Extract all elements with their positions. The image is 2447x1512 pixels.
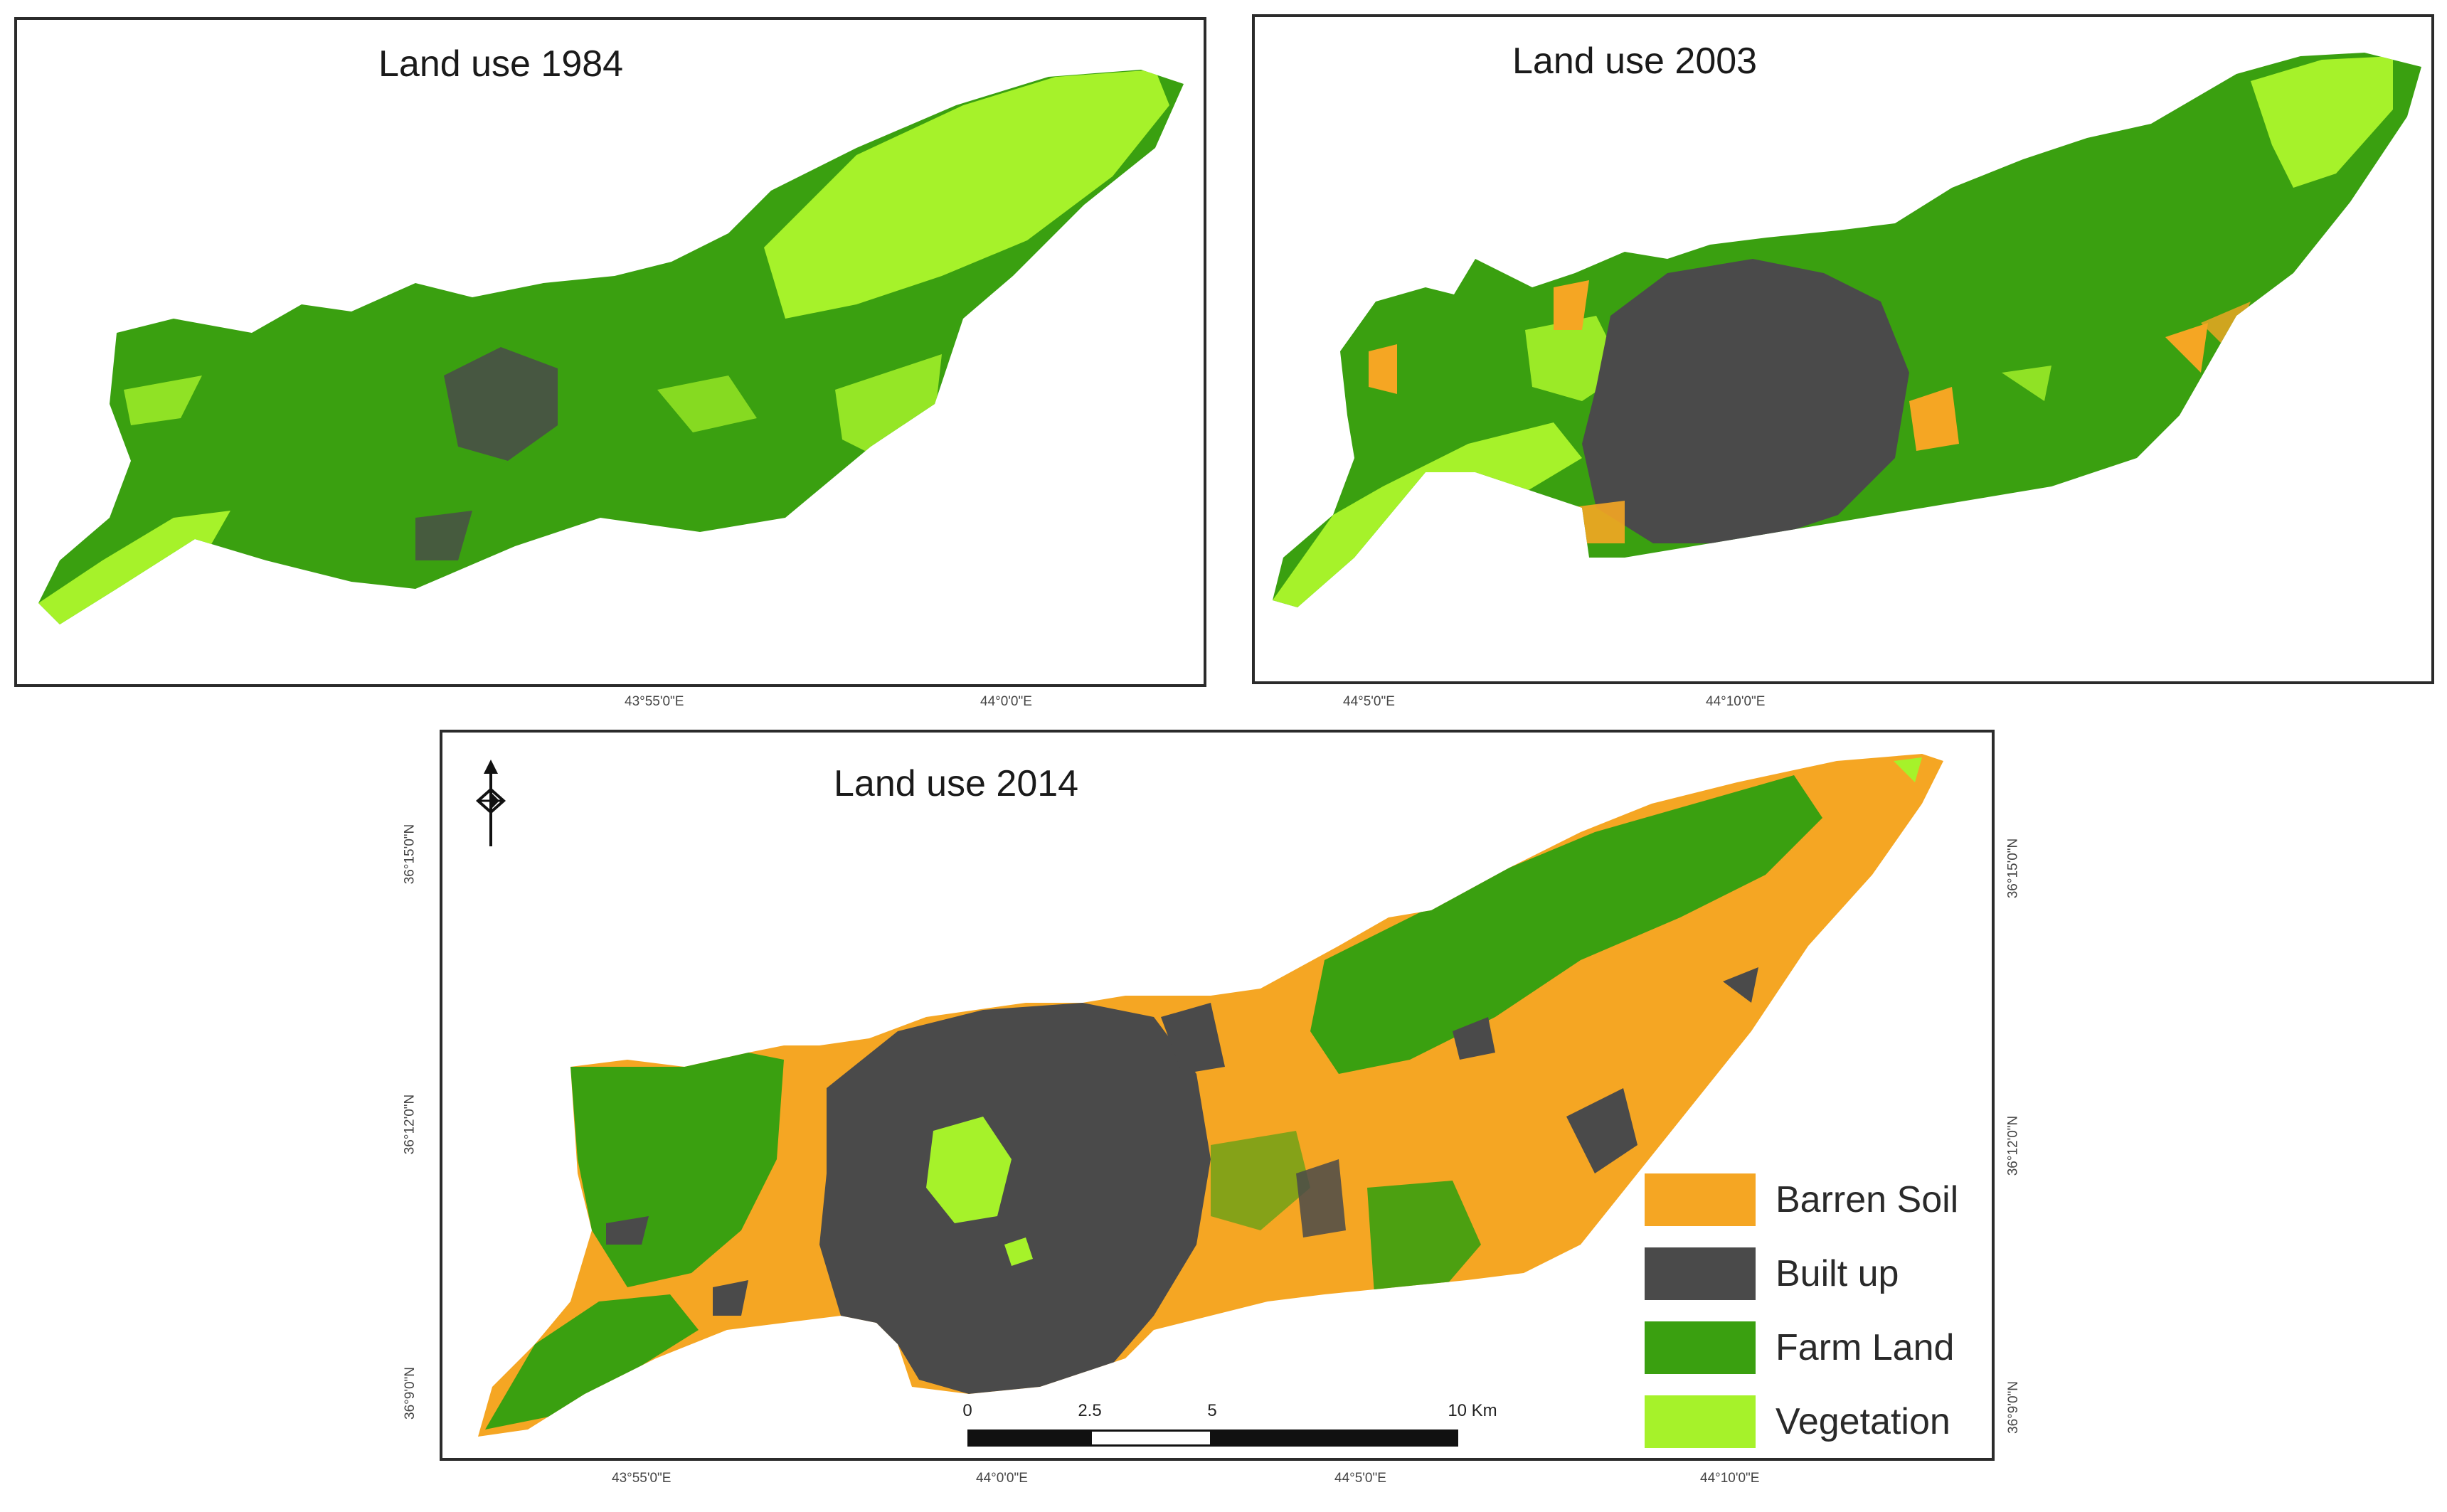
coord-left-lat-3: 36°9'0"N (402, 1367, 418, 1420)
scale-segment-1 (967, 1430, 1090, 1447)
scale-label-5: 5 (1207, 1401, 1217, 1420)
coord-right-lat-3: 36°9'0"N (2005, 1381, 2021, 1434)
coord-top-lon-4: 44°10'0"E (1706, 694, 1766, 709)
map-panel-2014: Land use 2014 Barren Soil Built up Farm … (440, 730, 1995, 1461)
coord-top-lon-3: 44°5'0"E (1343, 694, 1395, 709)
north-arrow-icon (475, 760, 506, 846)
map-panel-2003: Land use 2003 (1252, 14, 2434, 684)
scale-label-0: 0 (962, 1401, 972, 1420)
scale-segment-2 (1090, 1430, 1212, 1447)
legend-swatch-built-up (1645, 1247, 1756, 1300)
coord-top-lon-2: 44°0'0"E (980, 694, 1032, 709)
legend-swatch-farm-land (1645, 1321, 1756, 1374)
land-use-map-2003 (1273, 53, 2421, 607)
map-title-2003: Land use 2003 (1512, 41, 1758, 82)
legend-swatch-barren-soil (1645, 1173, 1756, 1226)
coord-top-lon-1: 43°55'0"E (625, 694, 684, 709)
legend-label-vegetation: Vegetation (1775, 1401, 1950, 1442)
coord-right-lat-1: 36°15'0"N (2005, 838, 2021, 899)
legend-label-barren-soil: Barren Soil (1775, 1179, 1959, 1220)
scale-bar (967, 1430, 1458, 1448)
coord-bottom-lon-2: 44°0'0"E (976, 1471, 1028, 1486)
coord-left-lat-1: 36°15'0"N (402, 824, 418, 885)
coord-bottom-lon-3: 44°5'0"E (1334, 1471, 1386, 1486)
map-title-1984: Land use 1984 (378, 43, 624, 85)
scale-segment-3 (1212, 1430, 1458, 1447)
legend-item-farm-land: Farm Land (1645, 1321, 1954, 1374)
coord-right-lat-2: 36°12'0"N (2005, 1115, 2021, 1176)
coord-bottom-lon-1: 43°55'0"E (612, 1471, 672, 1486)
map-panel-1984: Land use 1984 (14, 17, 1206, 687)
legend-label-built-up: Built up (1775, 1253, 1899, 1294)
legend-item-built-up: Built up (1645, 1247, 1899, 1300)
legend-label-farm-land: Farm Land (1775, 1327, 1955, 1368)
map-title-2014: Land use 2014 (834, 763, 1079, 804)
legend-item-barren-soil: Barren Soil (1645, 1173, 1958, 1226)
legend-item-vegetation: Vegetation (1645, 1395, 1950, 1448)
coord-bottom-lon-4: 44°10'0"E (1700, 1471, 1760, 1486)
coord-left-lat-2: 36°12'0"N (402, 1094, 418, 1155)
scale-label-2-5: 2.5 (1078, 1401, 1102, 1420)
scale-label-10-km: 10 Km (1448, 1401, 1497, 1420)
land-use-map-1984 (38, 70, 1184, 624)
legend-swatch-vegetation (1645, 1395, 1756, 1448)
